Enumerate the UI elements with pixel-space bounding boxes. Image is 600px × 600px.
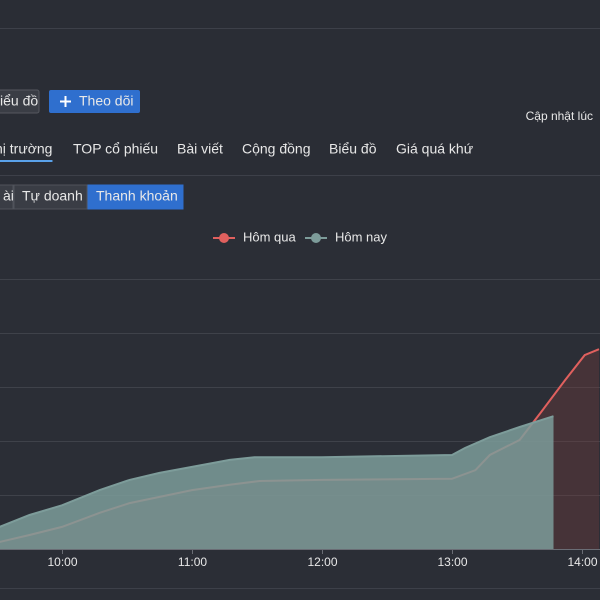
- legend-dot: [219, 233, 229, 243]
- x-tick-label: 14:00: [567, 555, 597, 569]
- area: [0, 416, 554, 549]
- subtab[interactable]: [13, 184, 88, 210]
- legend-dot: [311, 233, 321, 243]
- subtab[interactable]: [0, 184, 14, 210]
- x-tick-label: 13:00: [437, 555, 467, 569]
- subtab-label: Tự doanh: [22, 188, 83, 204]
- tab[interactable]: Cộng đồng: [242, 141, 311, 157]
- subtab[interactable]: [87, 184, 184, 210]
- line: [0, 415, 554, 528]
- tab-underline: [0, 160, 53, 162]
- tab[interactable]: hị trường: [0, 141, 52, 157]
- x-tick-label: 11:00: [178, 555, 207, 569]
- tab[interactable]: Giá quá khứ: [396, 141, 473, 157]
- chart-button[interactable]: [0, 89, 40, 114]
- x-tick-label: 12:00: [307, 555, 337, 569]
- tab[interactable]: Bài viết: [177, 141, 223, 157]
- chart-button-label: iểu đồ: [0, 93, 38, 109]
- tab[interactable]: Biểu đồ: [329, 141, 377, 157]
- tab[interactable]: TOP cổ phiếu: [73, 141, 158, 157]
- legend-label[interactable]: Hôm nay: [335, 229, 388, 244]
- updated-label: Cập nhật lúc: [526, 109, 593, 123]
- plus-icon: [60, 96, 71, 107]
- follow-button-label: Theo dõi: [79, 93, 133, 109]
- follow-button[interactable]: [49, 90, 140, 113]
- legend-label[interactable]: Hôm qua: [243, 229, 297, 244]
- subtab-label: ài: [3, 188, 14, 204]
- x-tick-label: 10:00: [47, 555, 77, 569]
- subtab-label: Thanh khoản: [96, 188, 178, 204]
